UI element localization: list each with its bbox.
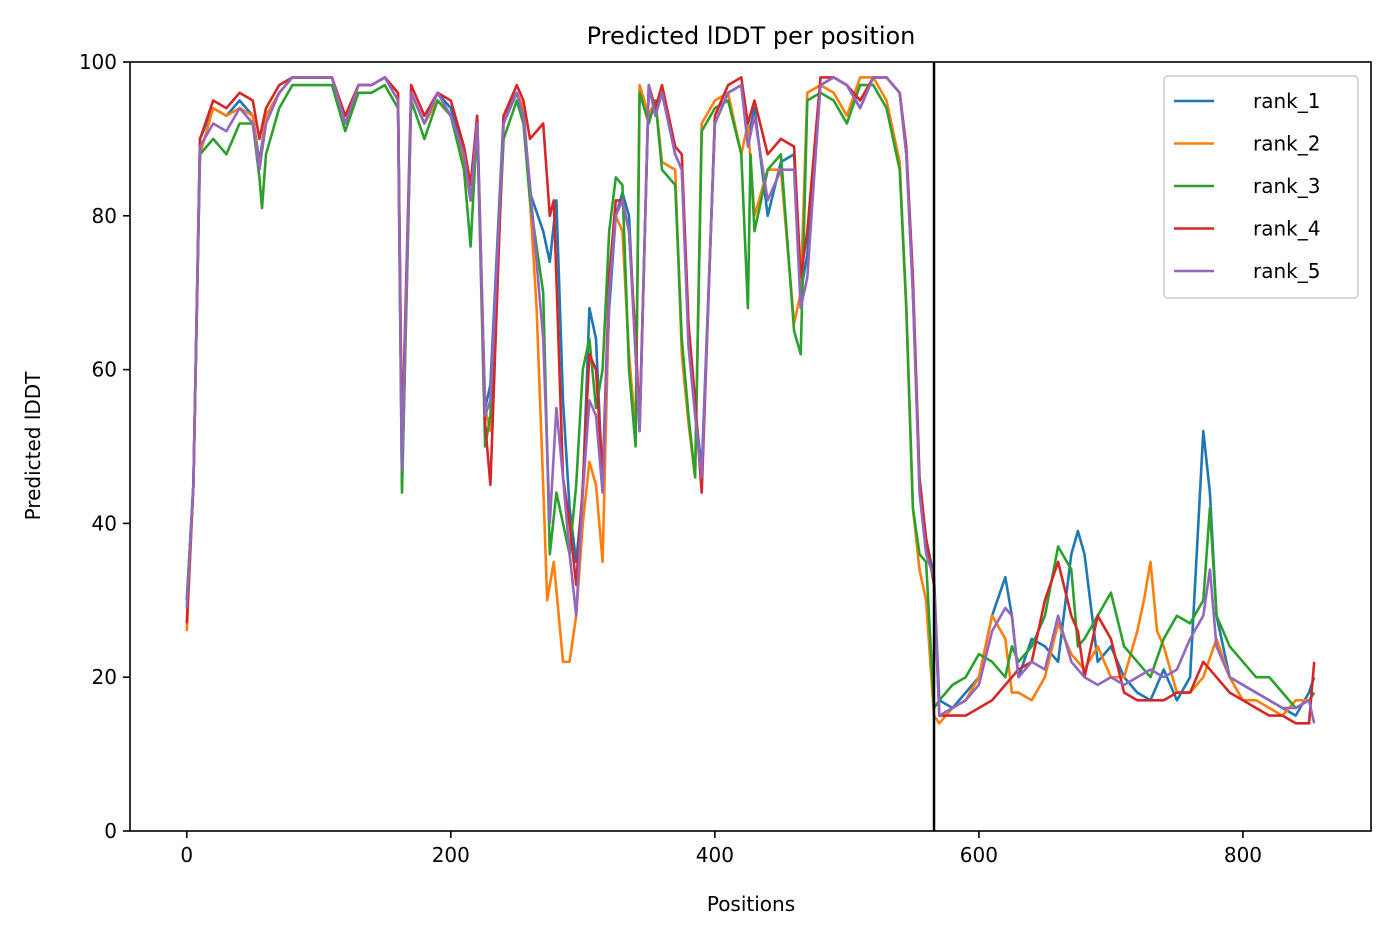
legend-items: rank_1 rank_2 rank_3 rank_4 rank_5 bbox=[1174, 89, 1320, 283]
series-line-rank_5 bbox=[185, 76, 1316, 724]
x-tick-label: 0 bbox=[180, 843, 193, 867]
legend-box bbox=[1163, 75, 1359, 299]
y-axis-ticks: 0 20 40 60 80 100 bbox=[79, 50, 130, 843]
plot-frame bbox=[129, 61, 1372, 832]
chart-title: Predicted lDDT per position bbox=[587, 22, 916, 50]
legend-label-rank_3: rank_3 bbox=[1253, 174, 1320, 198]
x-tick-label: 400 bbox=[696, 843, 734, 867]
x-tick-label: 200 bbox=[432, 843, 470, 867]
legend: rank_1 rank_2 rank_3 rank_4 rank_5 bbox=[1163, 75, 1359, 299]
y-tick-label: 20 bbox=[92, 665, 117, 689]
y-axis-title: Predicted lDDT bbox=[21, 371, 45, 521]
series-line-rank_3 bbox=[185, 83, 1316, 710]
y-tick-label: 100 bbox=[79, 50, 117, 74]
y-tick-label: 40 bbox=[92, 511, 117, 535]
x-tick-label: 600 bbox=[960, 843, 998, 867]
legend-label-rank_2: rank_2 bbox=[1253, 132, 1320, 156]
y-tick-label: 0 bbox=[104, 819, 117, 843]
legend-label-rank_4: rank_4 bbox=[1253, 217, 1320, 241]
y-tick-label: 60 bbox=[92, 358, 117, 382]
legend-label-rank_1: rank_1 bbox=[1253, 89, 1320, 113]
x-tick-label: 800 bbox=[1224, 843, 1262, 867]
x-axis-ticks: 0 200 400 600 800 bbox=[180, 831, 1262, 867]
legend-label-rank_5: rank_5 bbox=[1253, 259, 1320, 283]
x-axis-title: Positions bbox=[707, 892, 795, 916]
y-tick-label: 80 bbox=[92, 204, 117, 228]
series-group bbox=[185, 76, 1316, 725]
plot-area bbox=[129, 61, 1372, 832]
